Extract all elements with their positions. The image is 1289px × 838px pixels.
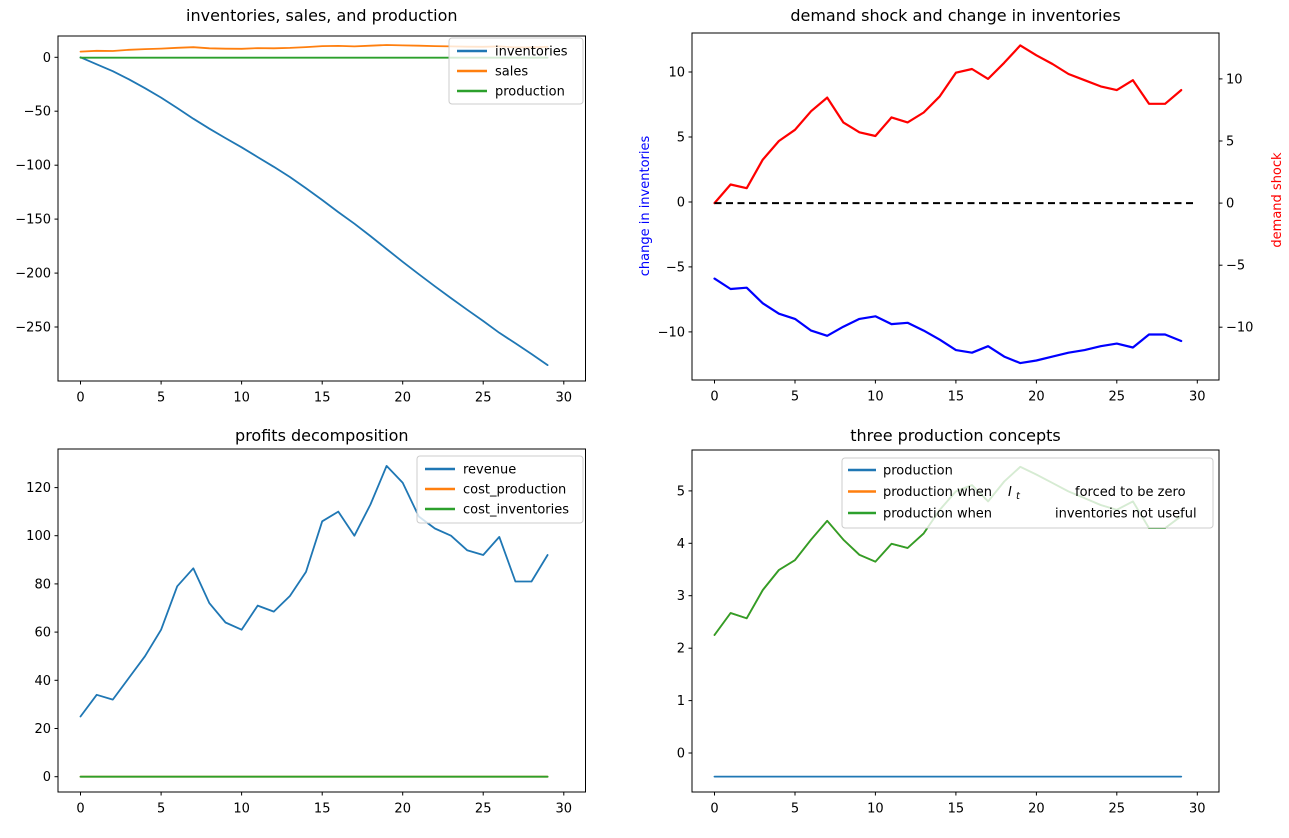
y-tick-label: 40 — [34, 674, 51, 689]
plot-title: inventories, sales, and production — [186, 6, 458, 25]
subplot-three_production_concepts: 0 5 10 15 20 25 30 0 1 2 3 4 5 production production w… — [677, 426, 1220, 817]
y-tick-label: −150 — [15, 213, 51, 228]
x-tick-label: 10 — [233, 391, 250, 406]
x-tick-label: 15 — [948, 390, 965, 405]
legend-box — [841, 457, 1214, 529]
y-tick-label-right: −10 — [1226, 321, 1253, 336]
x-tick-label: 15 — [948, 802, 965, 817]
x-tick-label: 25 — [475, 391, 492, 406]
y-tick-label-right: 10 — [1226, 72, 1243, 87]
series-inventories — [79, 56, 549, 367]
x-tick-label: 15 — [314, 802, 331, 817]
y-tick-label: 20 — [34, 722, 51, 737]
x-tick-label: 20 — [1028, 390, 1045, 405]
y-tick-label: −250 — [15, 321, 51, 336]
x-tick-label: 5 — [791, 802, 799, 817]
y-tick-label: 5 — [677, 484, 685, 499]
y-tick-label: 4 — [677, 537, 685, 552]
x-tick-label: 20 — [394, 391, 411, 406]
y-tick-label: 100 — [26, 529, 51, 544]
subplot-demand_shock_change_inventories: 0 5 10 15 20 25 30 10 5 0 −5 −10 10 5 0 −5 −10 demand sho… — [638, 6, 1285, 405]
legend-label: inventories not useful — [1055, 507, 1197, 522]
x-tick-label: 20 — [394, 802, 411, 817]
legend-label: cost_production — [463, 483, 566, 498]
x-tick-label: 10 — [233, 802, 250, 817]
axes-background — [691, 32, 1220, 381]
x-tick-label: 30 — [1189, 390, 1206, 405]
y-tick-label-right: 0 — [1226, 197, 1234, 212]
legend-label: revenue — [463, 463, 516, 478]
legend-label: sales — [495, 65, 528, 80]
y-tick-label: 2 — [677, 642, 685, 657]
y-tick-label: −10 — [658, 325, 685, 340]
y-tick-label: −5 — [666, 260, 685, 275]
x-tick-label: 5 — [157, 802, 165, 817]
subplot-profits_decomposition: 0 5 10 15 20 25 30 0 20 40 60 80 100 120 revenue cost_p… — [26, 426, 586, 817]
y-tick-label-right: 5 — [1226, 135, 1234, 150]
x-tick-label: 30 — [556, 802, 573, 817]
legend-label: cost_inventories — [463, 503, 569, 518]
x-tick-label: 10 — [867, 390, 884, 405]
y-tick-label: 0 — [43, 51, 51, 66]
x-tick-label: 25 — [1109, 802, 1126, 817]
x-tick-label: 5 — [157, 391, 165, 406]
legend-label: t — [1016, 491, 1021, 502]
y-tick-label: 0 — [677, 747, 685, 762]
plot-title: profits decomposition — [235, 426, 409, 445]
legend-label: inventories — [495, 45, 568, 60]
legend-label: production — [495, 85, 565, 100]
y-tick-label: −50 — [24, 105, 51, 120]
legend-label: production when — [883, 485, 992, 500]
x-tick-label: 0 — [710, 390, 718, 405]
legend-label: production — [883, 464, 953, 479]
legend-label: forced to be zero — [1075, 485, 1186, 500]
series-revenue — [79, 464, 549, 718]
x-tick-label: 25 — [1109, 390, 1126, 405]
y-axis-label-left: change in inventories — [638, 136, 653, 277]
x-tick-label: 5 — [791, 390, 799, 405]
y-tick-label: 10 — [668, 66, 685, 81]
plot-title: demand shock and change in inventories — [790, 6, 1120, 25]
x-tick-label: 0 — [710, 802, 718, 817]
x-tick-label: 25 — [475, 802, 492, 817]
y-tick-label: 0 — [677, 196, 685, 211]
y-tick-label: 120 — [26, 481, 51, 496]
y-axis-label-right: demand shock — [1270, 152, 1285, 248]
series-change-in-inventories — [713, 277, 1183, 365]
legend: revenue cost_production cost_inventories — [416, 455, 584, 524]
y-tick-label: −200 — [15, 267, 51, 282]
y-tick-label: −100 — [15, 159, 51, 174]
y-tick-label: 3 — [677, 589, 685, 604]
plot-title: three production concepts — [850, 426, 1061, 445]
x-tick-label: 0 — [76, 391, 84, 406]
y-tick-label: 60 — [34, 626, 51, 641]
legend-box — [448, 37, 584, 105]
x-tick-label: 30 — [556, 391, 573, 406]
x-tick-label: 30 — [1189, 802, 1206, 817]
legend-label: production when — [883, 507, 992, 522]
series-demand-shock — [713, 44, 1183, 205]
x-tick-label: 0 — [76, 802, 84, 817]
y-tick-label: 1 — [677, 694, 685, 709]
subplot-inventories_sales_production: 0 5 10 15 20 25 30 0 −50 −100 −150 −200 −250 inventor… — [15, 6, 586, 406]
y-tick-label: 5 — [677, 131, 685, 146]
x-tick-label: 15 — [314, 391, 331, 406]
x-tick-label: 20 — [1028, 802, 1045, 817]
x-tick-label: 10 — [867, 802, 884, 817]
y-tick-label: 0 — [43, 770, 51, 785]
legend-label: I — [1008, 485, 1012, 500]
legend-box — [416, 455, 584, 524]
y-tick-label-right: −5 — [1226, 259, 1245, 274]
legend: inventories sales production — [448, 37, 584, 105]
y-tick-label: 80 — [34, 577, 51, 592]
